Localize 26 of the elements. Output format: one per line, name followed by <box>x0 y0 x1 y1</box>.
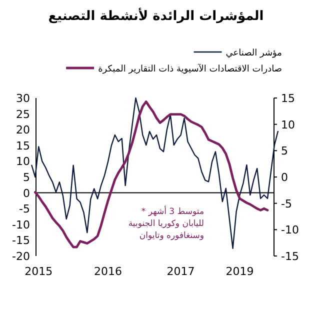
legend-label: مؤشر الصناعي <box>226 48 282 58</box>
legend-label: صادرات الاقتصادات الآسيوية ذات التقارير المبكرة <box>98 64 282 74</box>
y2-tick-label: -5 <box>281 197 292 210</box>
y-tick-label: -10 <box>12 218 30 232</box>
y2-tick-label: 10 <box>281 118 295 132</box>
x-tick-label: 2015 <box>24 265 53 278</box>
y-tick-label: 15 <box>16 139 30 152</box>
x-tick-label: 2016 <box>94 265 122 278</box>
y-tick-label: -5 <box>19 202 30 216</box>
y2-tick-label: 0 <box>281 171 288 184</box>
x-tick-label: 2019 <box>226 265 254 278</box>
y-tick-label: -15 <box>12 234 30 248</box>
y-tick-label: 0 <box>23 186 30 200</box>
y-tick-label: 25 <box>16 108 30 121</box>
y2-tick-label: -10 <box>281 224 299 237</box>
y2-tick-label: -15 <box>281 250 299 263</box>
y2-tick-label: 15 <box>281 92 295 105</box>
y-tick-label: 10 <box>16 155 30 168</box>
y-tick-label: -20 <box>12 250 30 263</box>
annotation: * متوسط 3 أشهر لليابان وكوريا الجنوبية وسنغافوره وتايوان <box>128 205 204 241</box>
y-tick-label: 30 <box>16 92 30 105</box>
chart-title: المؤشرات الرائدة لأنشطة التصنيع <box>48 7 264 24</box>
y2-tick-label: 5 <box>281 144 288 158</box>
y-tick-label: 5 <box>23 171 30 184</box>
y-tick-label: 20 <box>16 124 30 137</box>
x-tick-label: 2017 <box>166 265 195 278</box>
